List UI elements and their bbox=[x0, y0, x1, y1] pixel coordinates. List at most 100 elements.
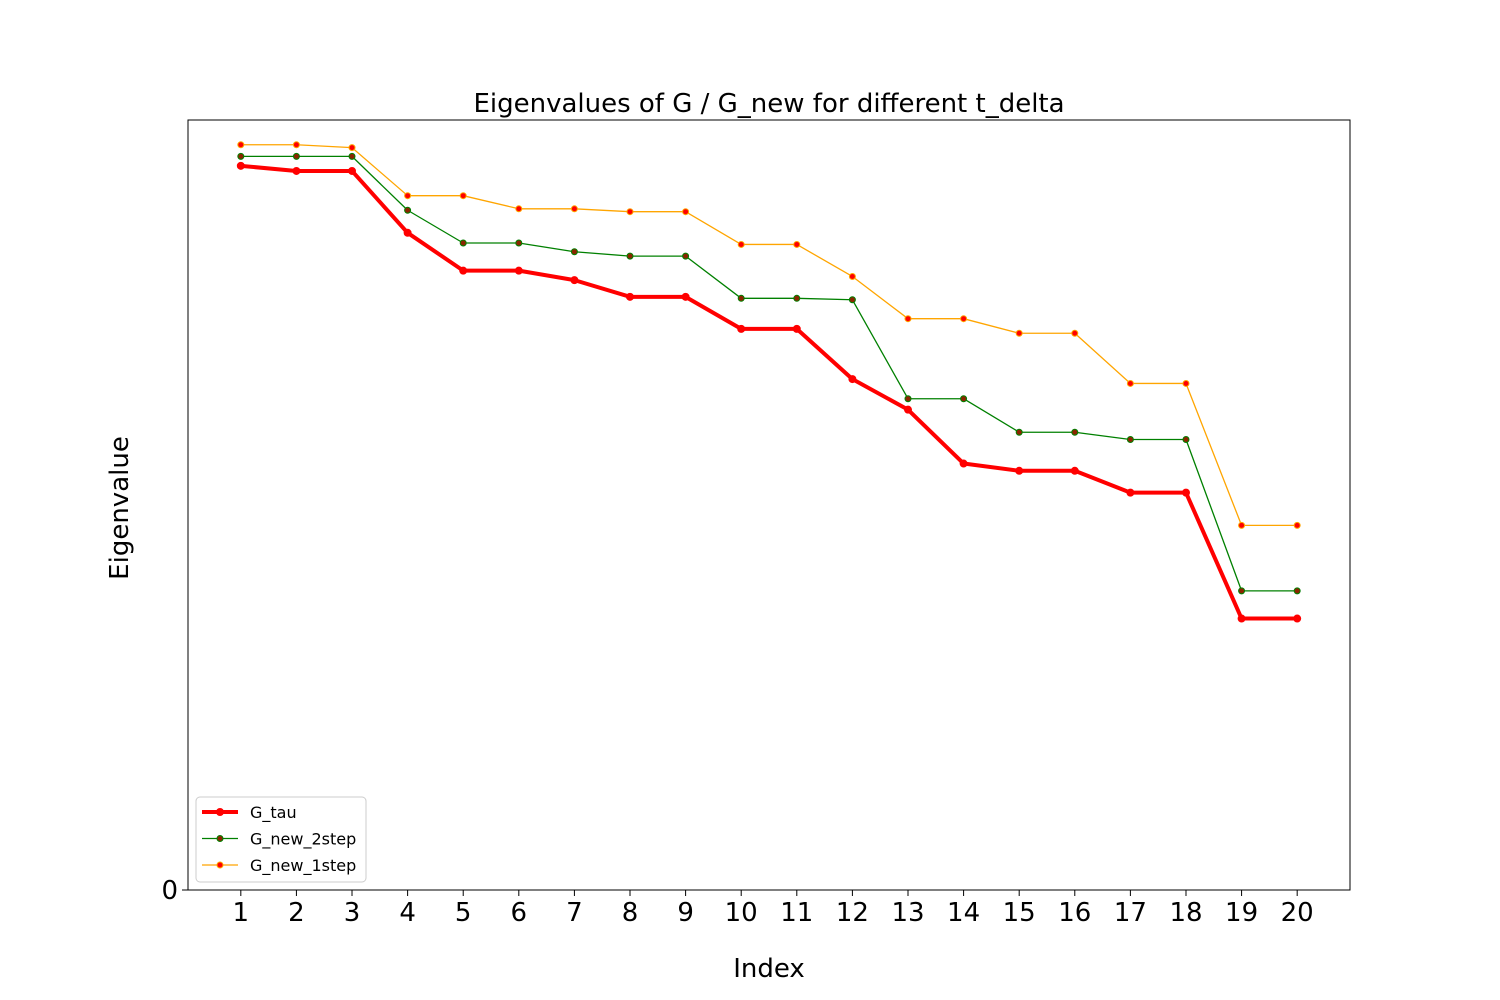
x-tick-label-12: 12 bbox=[836, 898, 869, 928]
x-tick-label-17: 17 bbox=[1114, 898, 1147, 928]
data-point-G_new_1step-7 bbox=[570, 205, 578, 213]
data-point-G_new_2step-8 bbox=[626, 252, 634, 260]
x-tick-label-13: 13 bbox=[891, 898, 924, 928]
x-tick-label-8: 8 bbox=[622, 898, 639, 928]
x-tick-label-20: 20 bbox=[1281, 898, 1314, 928]
plot-area: 1 2 3 4 5 6 7 8 9 10 11 12 13 14 15 16 17 18 19 200 bbox=[161, 119, 1351, 928]
x-tick-label-9: 9 bbox=[677, 898, 694, 928]
legend-box bbox=[195, 796, 367, 883]
series-G_tau bbox=[236, 161, 1302, 623]
legend-label-G_new_2step: G_new_2step bbox=[250, 830, 356, 850]
data-point-G_tau-9 bbox=[681, 292, 690, 301]
x-tick-label-18: 18 bbox=[1169, 898, 1202, 928]
legend: G_tau G_new_2step G_new_1step bbox=[195, 796, 367, 883]
x-tick-label-10: 10 bbox=[725, 898, 758, 928]
plot-frame bbox=[187, 119, 1351, 891]
data-point-G_new_1step-4 bbox=[404, 192, 412, 200]
data-point-G_new_1step-2 bbox=[292, 141, 300, 149]
x-tick-label-15: 15 bbox=[1003, 898, 1036, 928]
data-point-G_new_2step-7 bbox=[570, 248, 578, 256]
data-point-G_new_2step-17 bbox=[1126, 436, 1134, 443]
data-point-G_tau-11 bbox=[792, 324, 801, 333]
data-point-G_tau-5 bbox=[459, 266, 468, 275]
x-tick-label-3: 3 bbox=[344, 898, 361, 928]
data-point-G_new_1step-5 bbox=[459, 192, 467, 200]
data-point-G_new_2step-1 bbox=[237, 152, 245, 160]
legend-marker-G_new_1step bbox=[216, 861, 224, 869]
data-point-G_tau-12 bbox=[848, 375, 857, 384]
data-point-G_new_1step-19 bbox=[1238, 521, 1246, 529]
x-tick-label-4: 4 bbox=[399, 898, 416, 928]
series-line-G_new_2step bbox=[240, 155, 1298, 592]
data-point-G_tau-10 bbox=[737, 324, 746, 333]
data-point-G_tau-4 bbox=[403, 228, 412, 237]
series-G_new_1step bbox=[237, 141, 1301, 529]
chart-title: Eigenvalues of G / G_new for different t… bbox=[473, 89, 1064, 119]
legend-marker-G_new_2step bbox=[216, 835, 224, 842]
legend-label-G_new_1step: G_new_1step bbox=[250, 856, 356, 876]
x-tick-label-16: 16 bbox=[1058, 898, 1091, 928]
data-point-G_new_1step-16 bbox=[1071, 329, 1079, 337]
data-point-G_new_2step-18 bbox=[1182, 436, 1190, 443]
data-point-G_new_1step-6 bbox=[515, 205, 523, 213]
legend-label-G_tau: G_tau bbox=[250, 803, 297, 823]
data-point-G_tau-8 bbox=[626, 292, 634, 301]
data-point-G_new_2step-13 bbox=[904, 395, 912, 403]
data-point-G_new_2step-11 bbox=[793, 294, 801, 302]
x-axis-label: Index bbox=[733, 954, 805, 984]
data-point-G_new_1step-14 bbox=[960, 315, 968, 323]
series-line-G_tau bbox=[240, 163, 1298, 621]
data-point-G_tau-15 bbox=[1015, 466, 1024, 475]
data-point-G_new_2step-6 bbox=[515, 239, 523, 247]
data-point-G_new_1step-15 bbox=[1015, 329, 1023, 337]
data-point-G_new_1step-11 bbox=[793, 240, 801, 248]
data-point-G_new_1step-8 bbox=[626, 208, 634, 216]
legend-marker-G_tau bbox=[216, 808, 224, 816]
data-point-G_tau-2 bbox=[292, 166, 301, 175]
data-point-G_new_2step-15 bbox=[1015, 428, 1023, 436]
x-tick-label-5: 5 bbox=[455, 898, 472, 928]
x-tick-label-6: 6 bbox=[511, 898, 528, 928]
data-point-G_new_2step-20 bbox=[1293, 587, 1301, 595]
x-tick-label-1: 1 bbox=[233, 898, 250, 928]
data-point-G_tau-20 bbox=[1293, 614, 1302, 623]
series-line-G_new_1step bbox=[240, 144, 1298, 527]
data-point-G_tau-13 bbox=[904, 405, 912, 414]
data-point-G_new_2step-3 bbox=[348, 152, 356, 160]
x-tick-label-2: 2 bbox=[288, 898, 305, 928]
data-point-G_tau-17 bbox=[1126, 488, 1135, 497]
data-point-G_tau-1 bbox=[236, 161, 245, 170]
data-point-G_new_1step-3 bbox=[348, 144, 356, 152]
data-point-G_tau-14 bbox=[959, 459, 968, 468]
data-point-G_new_1step-13 bbox=[904, 315, 912, 323]
data-point-G_new_2step-4 bbox=[404, 206, 412, 214]
data-point-G_new_1step-18 bbox=[1182, 379, 1190, 387]
data-point-G_new_2step-12 bbox=[848, 296, 856, 304]
data-point-G_new_2step-14 bbox=[960, 395, 968, 403]
data-point-G_tau-7 bbox=[570, 276, 579, 285]
data-point-G_tau-6 bbox=[514, 266, 523, 275]
data-point-G_new_1step-9 bbox=[682, 208, 690, 216]
data-point-G_new_1step-20 bbox=[1293, 521, 1301, 529]
series-G_new_2step bbox=[237, 152, 1301, 595]
y-axis-label: Eigenvalue bbox=[105, 436, 135, 580]
x-tick-label-14: 14 bbox=[947, 898, 980, 928]
x-tick-label-7: 7 bbox=[566, 898, 583, 928]
data-point-G_tau-16 bbox=[1070, 466, 1079, 475]
data-point-G_new_2step-10 bbox=[737, 294, 745, 302]
y-tick-label-0: 0 bbox=[161, 876, 178, 906]
x-tick-label-19: 19 bbox=[1225, 898, 1258, 928]
data-point-G_new_1step-17 bbox=[1126, 379, 1134, 387]
data-point-G_tau-3 bbox=[348, 166, 357, 175]
data-point-G_new_1step-1 bbox=[237, 141, 245, 149]
x-tick-label-11: 11 bbox=[780, 898, 813, 928]
data-point-G_new_2step-19 bbox=[1238, 587, 1246, 595]
data-point-G_new_2step-16 bbox=[1071, 428, 1079, 436]
data-point-G_new_1step-10 bbox=[737, 240, 745, 248]
data-point-G_tau-18 bbox=[1181, 488, 1190, 497]
data-point-G_new_2step-2 bbox=[292, 152, 300, 160]
data-point-G_new_1step-12 bbox=[848, 272, 856, 280]
data-point-G_new_2step-9 bbox=[682, 252, 690, 260]
data-point-G_new_2step-5 bbox=[459, 239, 467, 247]
data-point-G_tau-19 bbox=[1237, 614, 1246, 623]
